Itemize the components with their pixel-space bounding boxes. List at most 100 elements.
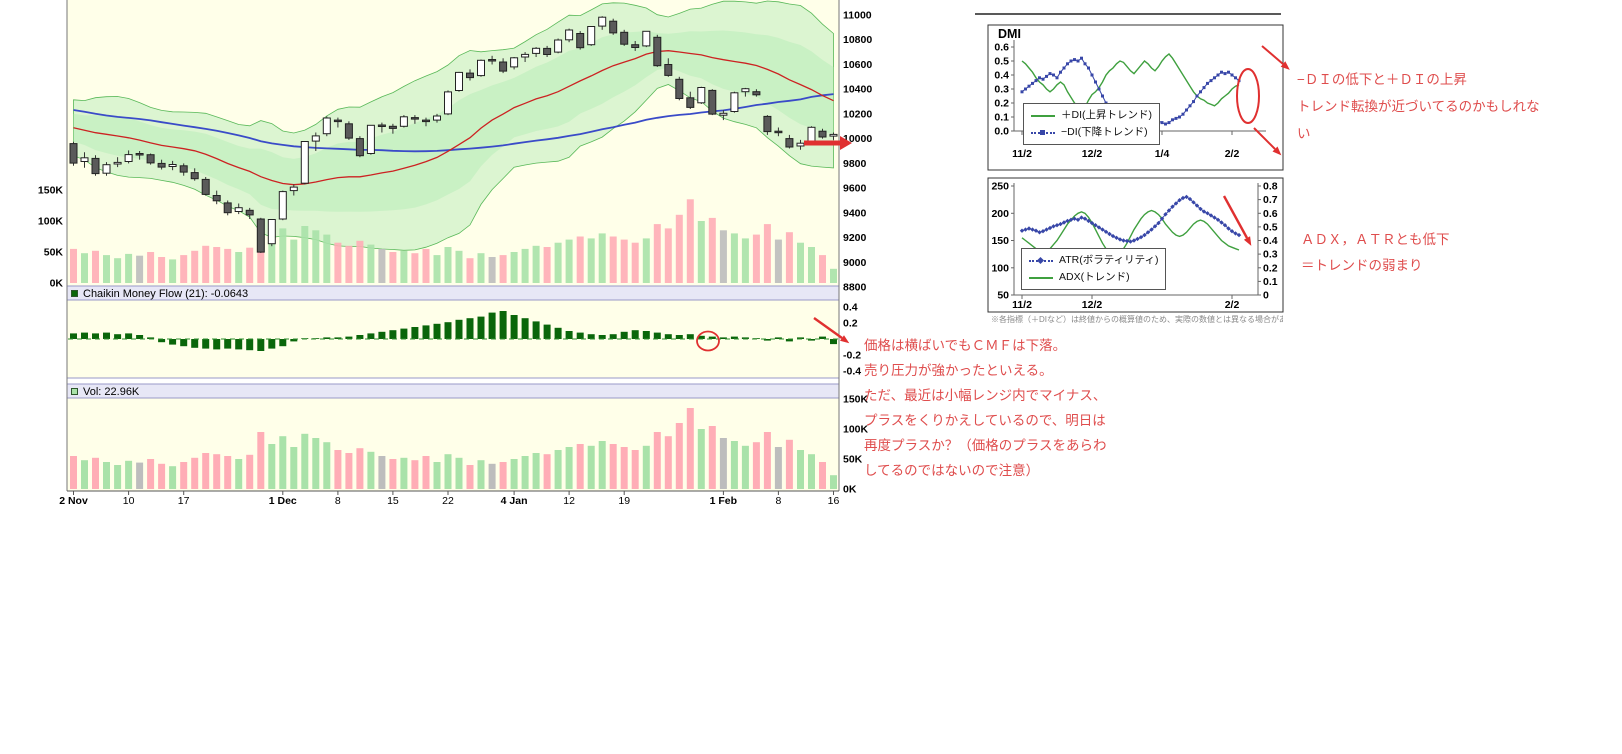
candle-body [267, 219, 276, 245]
atr-marker [1187, 196, 1193, 202]
volume-overlay-bar [785, 232, 793, 283]
atr-marker [1233, 231, 1238, 236]
candle-body [289, 186, 298, 192]
volume-bar [455, 457, 463, 489]
atr-marker [1198, 206, 1203, 212]
cmf-bar [136, 335, 144, 339]
volume-overlay-bar [664, 228, 672, 283]
volume-overlay-bar [741, 238, 749, 283]
dmi-y-label: 0.3 [994, 84, 1009, 96]
candle-body [179, 165, 188, 173]
volume-overlay-bar [797, 242, 804, 283]
cmf-bar [642, 331, 650, 339]
cmf-bar [532, 321, 540, 339]
cmf-bar [103, 332, 110, 339]
price-plot [69, 0, 838, 283]
atr-legend: ATR(ボラティリティ) ADX(トレンド) [1021, 248, 1167, 290]
volume-bar [433, 462, 441, 489]
dmi-legend: ＋DI(上昇トレンド) −DI(下降トレンド) [1023, 103, 1160, 145]
atr-marker [1096, 225, 1102, 230]
candle-body [510, 57, 519, 68]
cmf-bar [81, 332, 88, 339]
volume-bar [279, 436, 287, 489]
volume-bar [730, 441, 738, 489]
annotation-line: プラスをくりかえしているので、明日は [864, 413, 1106, 428]
candle-body [422, 119, 430, 123]
date-label: 1 Feb [710, 495, 737, 507]
dmi-y-label: 0.1 [994, 112, 1009, 124]
minus-di-marker [1192, 100, 1195, 104]
volume-bar [686, 408, 694, 489]
annotation-line: い [1297, 126, 1311, 141]
minus-di-marker [1090, 73, 1094, 77]
volume-overlay-bar [830, 268, 837, 283]
atr-line-sample-icon [1029, 259, 1053, 262]
annotation-line: してるのではないので注意） [864, 463, 1040, 478]
minus-di-marker [1083, 62, 1087, 66]
atr-left-label: 250 [991, 181, 1009, 193]
date-label: 16 [828, 495, 840, 507]
atr-marker [1145, 230, 1151, 235]
annotation-line: 再度プラスか？（価格のプラスをあらわ [864, 438, 1107, 453]
annotation-line: ただ、最近は小幅レンジ内でマイナス、 [864, 388, 1107, 403]
volume-overlay-bar [400, 250, 408, 283]
dmi-legend-row-plus: ＋DI(上昇トレンド) [1031, 107, 1152, 124]
atr-x-label: 2/2 [1225, 299, 1240, 311]
minus-di-marker [1209, 79, 1213, 83]
atr-marker [1089, 220, 1095, 226]
cmf-bar [180, 339, 188, 347]
volume-overlay-bar [114, 258, 122, 283]
atr-marker [1100, 227, 1105, 232]
volume-overlay-bar [334, 242, 342, 283]
atr-left-label: 150 [991, 235, 1009, 247]
minus-di-marker [1073, 58, 1076, 62]
atr-left-label: 50 [997, 290, 1009, 302]
atr-marker [1114, 235, 1119, 240]
volume-overlay-bar [422, 248, 430, 283]
minus-di-marker [1171, 118, 1174, 122]
atr-marker [1149, 227, 1154, 232]
volume-bar [92, 457, 99, 489]
cmf-axis-label: -0.4 [843, 366, 861, 378]
volume-overlay-bar [246, 247, 254, 283]
atr-marker [1236, 232, 1242, 238]
volume-overlay-bar [224, 248, 232, 283]
cmf-bar [477, 316, 485, 339]
volume-bar [543, 454, 551, 489]
cmf-bar [830, 339, 837, 345]
cmf-bar [202, 339, 210, 349]
minus-di-marker [1178, 115, 1181, 119]
minus-di-marker [1227, 70, 1230, 74]
cmf-bar [499, 311, 507, 339]
candle-body [322, 117, 331, 135]
volume-overlay-bar [158, 257, 166, 283]
cmf-bar [268, 339, 276, 349]
volume-overlay-bar [444, 247, 452, 283]
volume-bar [389, 459, 397, 489]
cmf-bar [224, 339, 232, 349]
volume-bar [158, 463, 166, 489]
minus-di-marker [1188, 104, 1192, 108]
volume-overlay-bar [466, 258, 474, 283]
atr-marker [1023, 227, 1028, 232]
minus-di-line-sample-icon [1031, 130, 1055, 135]
cmf-bar [797, 337, 804, 339]
minus-di-marker [1234, 76, 1237, 80]
atr-marker [1058, 221, 1063, 227]
volume-overlay-bar [290, 239, 298, 283]
candle-body [333, 119, 342, 123]
atr-marker [1121, 238, 1126, 243]
atr-marker [1075, 217, 1081, 222]
cmf-bar [455, 319, 463, 339]
volume-overlay-bar [345, 245, 353, 283]
volume-bar [114, 465, 122, 489]
volume-bar [301, 433, 309, 489]
volume-bar [797, 450, 804, 489]
volume-bar [774, 447, 782, 489]
candle-body [763, 115, 772, 133]
annotation-line: 価格は横ばいでもＣＭＦは下落。 [864, 338, 1067, 353]
volume-bar [653, 432, 661, 489]
cmf-bar [279, 339, 287, 347]
volume-overlay-bar [808, 247, 815, 283]
